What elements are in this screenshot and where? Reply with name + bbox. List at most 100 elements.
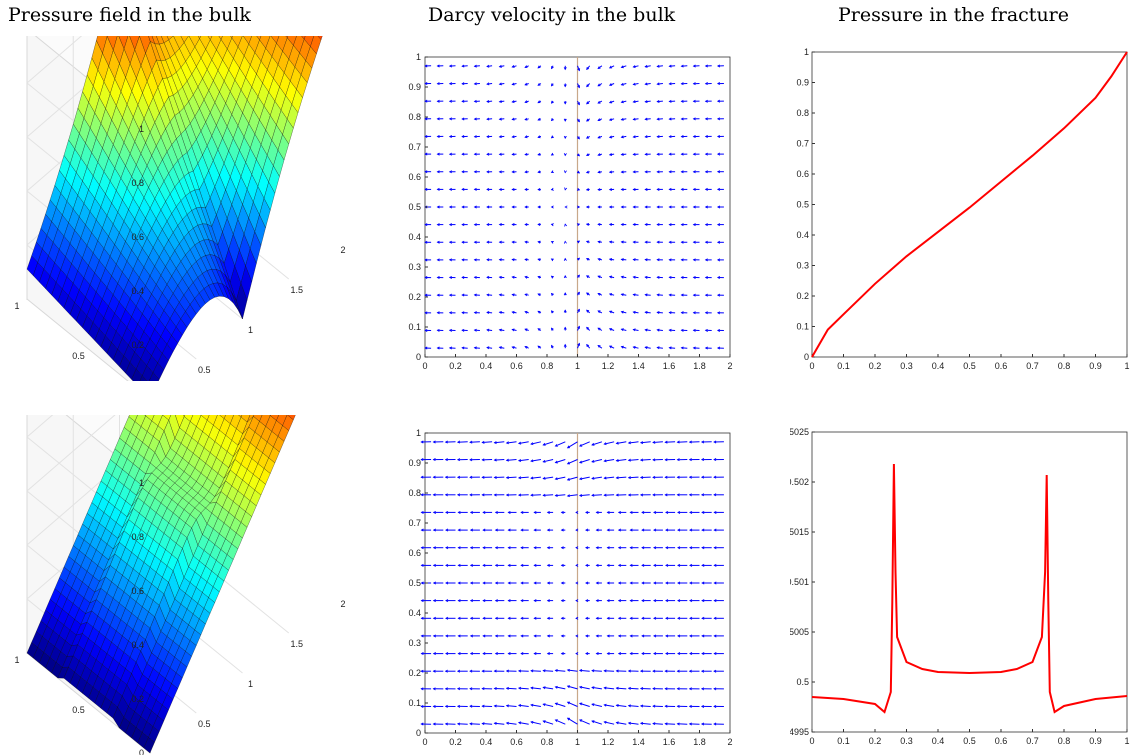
arrow-head: [524, 135, 528, 139]
x-tick-label: 1.5: [290, 285, 303, 295]
y-tick-label: 0.5: [408, 202, 421, 212]
arrow-head: [461, 258, 465, 262]
x-tick-label: 0.3: [900, 736, 913, 746]
arrow-head: [546, 528, 550, 532]
arrow-head: [665, 652, 669, 656]
arrow-head: [632, 117, 636, 121]
arrow-head: [469, 634, 473, 638]
arrow-head: [644, 187, 648, 191]
surface-face: [197, 36, 202, 39]
arrow-head: [676, 669, 680, 673]
arrow-head: [585, 205, 589, 209]
arrow-head: [424, 64, 428, 68]
x-tick-label: 0.2: [449, 737, 462, 747]
arrow-head: [664, 458, 668, 462]
arrow-head: [641, 563, 645, 567]
arrow-head: [652, 687, 656, 691]
velocity-arrow: [579, 476, 590, 480]
velocity-arrow: [567, 685, 578, 690]
velocity-arrow: [486, 311, 493, 314]
y-tick-label: 0.9: [408, 82, 421, 92]
arrow-head: [566, 461, 571, 465]
z-tick-label: 0.8: [131, 178, 144, 188]
arrow-head: [456, 440, 461, 444]
arrow-head: [656, 223, 660, 227]
y-tick-label: 0.6: [408, 172, 421, 182]
arrow-head: [713, 440, 717, 444]
arrow-head: [644, 152, 648, 156]
arrow-head: [597, 170, 601, 174]
velocity-arrow: [530, 459, 541, 462]
arrow-head: [550, 275, 554, 279]
arrow-head: [511, 152, 515, 156]
arrow-head: [473, 170, 477, 174]
arrow-head: [680, 240, 684, 244]
velocity-arrow: [567, 441, 578, 449]
arrow-head: [469, 546, 473, 550]
arrow-head: [432, 475, 436, 479]
velocity-arrow: [543, 670, 554, 672]
arrow-head: [546, 581, 550, 585]
arrow-head: [564, 187, 568, 191]
arrow-head: [689, 546, 693, 550]
arrow-head: [680, 346, 684, 350]
quiver-plot-top: 0 0.2 0.4 0.6 0.8 1 1.2 1.4 1.6 1.8 2 0 0.1 0.2 0.3 0.4…: [408, 52, 732, 371]
arrow-head: [606, 528, 610, 532]
surface-face: [207, 36, 213, 41]
arrow-head: [481, 687, 485, 691]
arrow-head: [664, 687, 668, 691]
arrow-head: [554, 702, 558, 706]
y-tick-label: 0.2: [408, 668, 421, 678]
surface-mesh: [26, 415, 296, 754]
arrow-head: [704, 311, 708, 315]
arrow-head: [420, 634, 424, 638]
surface-face: [145, 415, 155, 422]
arrow-head: [563, 84, 567, 88]
arrow-head: [713, 493, 717, 497]
y-tick-label: 0.6: [796, 169, 809, 179]
arrow-head: [688, 722, 692, 726]
arrow-head: [505, 493, 509, 497]
velocity-arrow: [669, 347, 676, 349]
arrow-head: [537, 187, 541, 191]
velocity-arrow: [591, 703, 603, 707]
arrow-head: [493, 669, 497, 673]
arrow-head: [563, 257, 567, 261]
arrow-head: [680, 64, 684, 68]
arrow-head: [656, 170, 660, 174]
arrow-head: [644, 135, 648, 139]
arrow-head: [632, 135, 636, 139]
arrow-head: [692, 135, 696, 139]
velocity-arrow: [530, 704, 541, 707]
arrow-head: [608, 170, 613, 174]
arrow-head: [692, 170, 696, 174]
arrow-head: [644, 100, 648, 104]
arrow-head: [505, 721, 509, 725]
arrow-head: [617, 563, 621, 567]
arrow-head: [677, 510, 681, 514]
arrow-head: [689, 616, 693, 620]
velocity-arrow: [657, 83, 663, 85]
arrow-head: [575, 581, 579, 585]
arrow-head: [498, 82, 502, 86]
arrow-head: [700, 722, 705, 726]
arrow-head: [608, 293, 613, 296]
velocity-arrow: [633, 65, 639, 68]
x-tick-label: 0.8: [541, 737, 554, 747]
arrow-head: [641, 634, 645, 638]
arrow-head: [550, 100, 554, 104]
arrow-head: [692, 258, 696, 262]
y-tick-label: 0.4: [408, 608, 421, 618]
arrow-head: [597, 153, 601, 156]
surface-face: [230, 36, 233, 39]
arrow-head: [676, 458, 680, 462]
arrow-head: [461, 99, 465, 103]
arrow-head: [511, 117, 515, 121]
arrow-head: [530, 720, 534, 724]
arrow-head: [575, 652, 579, 656]
arrow-head: [457, 510, 461, 514]
arrow-head: [713, 722, 717, 726]
x-tick-label: 0.9: [1089, 361, 1102, 371]
arrow-head: [511, 240, 515, 244]
arrow-head: [566, 477, 570, 481]
